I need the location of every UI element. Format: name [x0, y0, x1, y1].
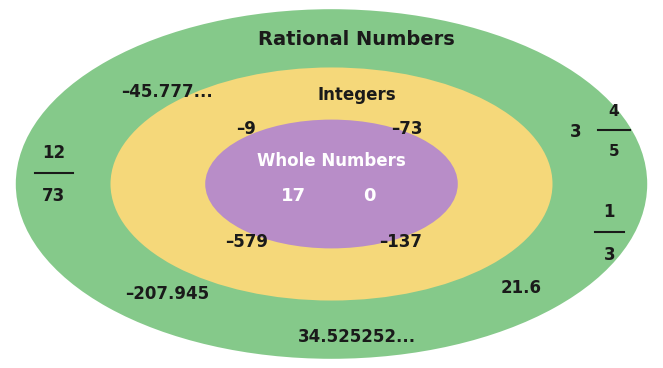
Text: 21.6: 21.6 — [501, 279, 542, 297]
Text: –137: –137 — [379, 233, 422, 251]
Text: –45.777...: –45.777... — [121, 83, 213, 101]
Text: 17: 17 — [281, 187, 306, 205]
Text: 3: 3 — [603, 245, 615, 263]
Text: 0: 0 — [363, 187, 376, 205]
Text: 3: 3 — [570, 123, 582, 141]
Text: Rational Numbers: Rational Numbers — [259, 31, 455, 49]
Ellipse shape — [206, 120, 457, 248]
Text: Integers: Integers — [318, 86, 396, 104]
Ellipse shape — [16, 9, 647, 359]
Text: 4: 4 — [609, 105, 619, 120]
Text: 5: 5 — [609, 144, 619, 159]
Ellipse shape — [111, 67, 552, 301]
Text: –73: –73 — [392, 120, 423, 138]
Text: –9: –9 — [236, 120, 256, 138]
Text: 1: 1 — [603, 203, 615, 220]
Text: 73: 73 — [42, 187, 65, 205]
Text: 12: 12 — [42, 144, 65, 162]
Text: Whole Numbers: Whole Numbers — [257, 152, 406, 170]
Text: –579: –579 — [225, 233, 268, 251]
Text: –207.945: –207.945 — [125, 286, 210, 303]
Text: 34.525252...: 34.525252... — [298, 328, 416, 346]
